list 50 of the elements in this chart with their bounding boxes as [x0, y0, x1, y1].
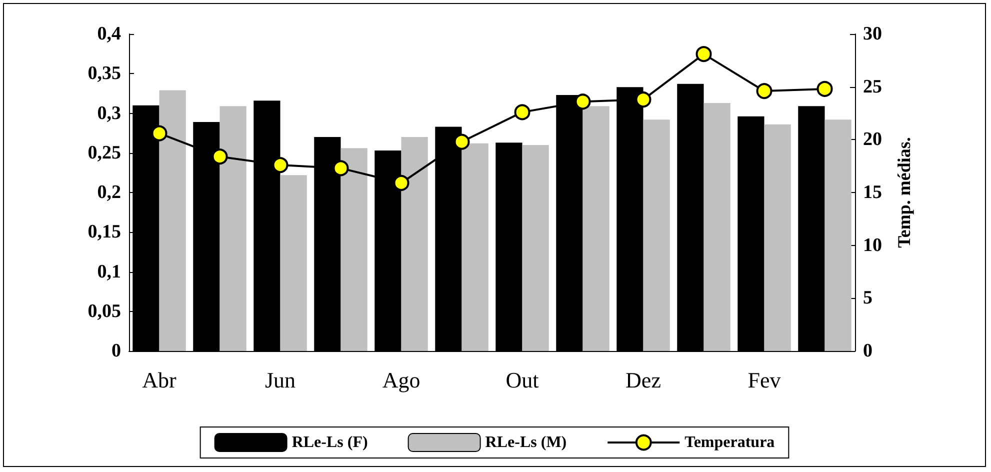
y2-tick-label: 10 — [863, 234, 882, 256]
legend-label: RLe-Ls (M) — [485, 434, 567, 451]
bar — [582, 106, 610, 351]
x-tick-label: Fev — [748, 368, 781, 392]
bar — [704, 102, 730, 351]
bar — [401, 137, 428, 351]
bar — [764, 124, 791, 351]
bar — [522, 144, 549, 351]
y-tick-label: 0,25 — [88, 142, 121, 164]
bar — [643, 120, 670, 351]
bar — [462, 143, 488, 351]
point — [151, 125, 168, 142]
legend-label: RLe-Ls (F) — [292, 434, 368, 451]
bar — [340, 148, 368, 351]
point — [332, 160, 349, 176]
bar — [220, 106, 246, 351]
y-tick-label: 0,4 — [97, 24, 122, 44]
point — [272, 157, 288, 174]
bar — [824, 120, 852, 351]
y-tick-label: 0,35 — [88, 63, 121, 84]
point — [212, 148, 228, 165]
y-tick-label: 0,05 — [88, 300, 121, 322]
y2-tick-label: 30 — [863, 24, 882, 44]
bar — [280, 175, 307, 351]
y2-tick-label: 0 — [863, 340, 872, 362]
y-tick-label: 0,3 — [97, 102, 121, 124]
y-tick-label: 0,1 — [97, 261, 121, 282]
y2-tick-label: 25 — [863, 76, 882, 98]
x-tick-label: Abr — [142, 368, 178, 392]
y-tick-label: 0,15 — [88, 222, 121, 243]
x-tick-label: Dez — [626, 368, 662, 392]
y2-tick-label: 15 — [863, 182, 882, 203]
bar — [159, 90, 186, 351]
x-tick-label: Ago — [382, 368, 420, 392]
point — [454, 134, 470, 150]
point — [635, 92, 652, 108]
y2-tick-label: 5 — [863, 288, 872, 309]
y2-axis-title: Temp. médias. — [894, 137, 914, 248]
point — [514, 104, 530, 120]
x-tick-label: Out — [506, 368, 539, 392]
point — [393, 174, 410, 191]
point — [816, 80, 833, 97]
y-tick-label: 0,2 — [97, 182, 121, 203]
point — [756, 83, 772, 100]
point — [574, 94, 591, 110]
x-tick-label: Jun — [264, 368, 296, 392]
y2-tick-label: 20 — [863, 129, 882, 150]
y-tick-label: 0 — [112, 340, 121, 362]
legend-label: Temperatura — [684, 434, 775, 451]
point — [696, 46, 712, 62]
